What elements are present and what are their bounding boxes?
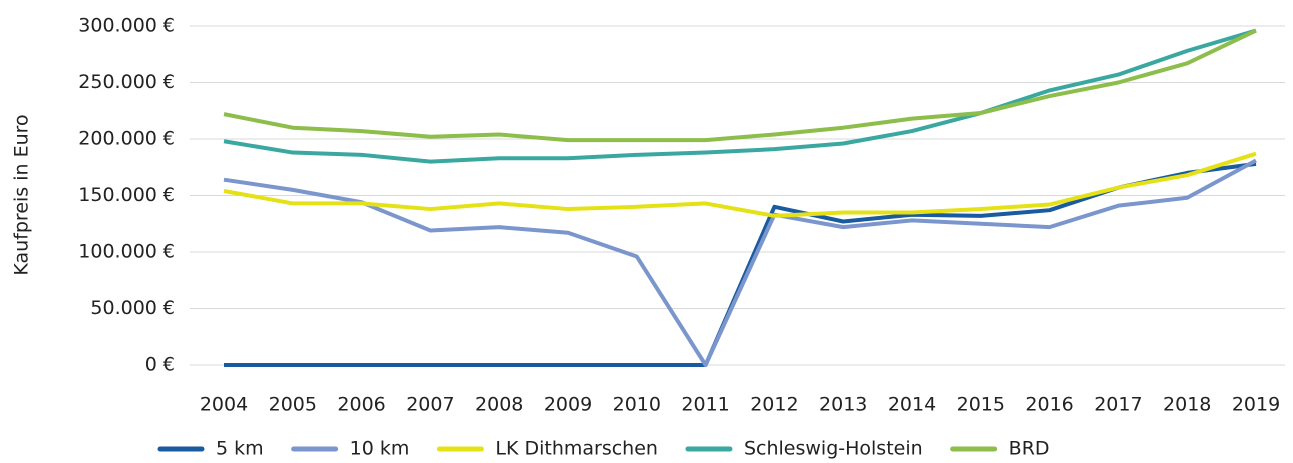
y-axis-label: Kaufpreis in Euro: [11, 114, 33, 275]
series-line: [223, 28, 1257, 143]
x-tick-label: 2009: [544, 394, 592, 416]
x-tick-label: 2008: [475, 394, 523, 416]
x-tick-label: 2011: [681, 394, 729, 416]
y-tick-label: 0 €: [145, 354, 175, 376]
x-tick-label: 2010: [613, 394, 661, 416]
legend-label: 5 km: [216, 438, 264, 460]
x-tick-label: 2006: [337, 394, 385, 416]
legend-label: BRD: [1009, 438, 1050, 460]
legend-label: Schleswig-Holstein: [744, 438, 923, 460]
series-line: [223, 151, 1257, 218]
x-tick-label: 2004: [200, 394, 248, 416]
x-tick-label: 2015: [957, 394, 1005, 416]
x-tick-label: 2014: [888, 394, 936, 416]
x-tick-label: 2018: [1163, 394, 1211, 416]
x-tick-label: 2019: [1232, 394, 1280, 416]
y-tick-label: 50.000 €: [90, 297, 175, 319]
y-tick-label: 250.000 €: [78, 71, 175, 93]
x-tick-label: 2017: [1094, 394, 1142, 416]
series-line: [224, 161, 1257, 367]
y-tick-label: 100.000 €: [78, 241, 175, 263]
series-line: [223, 28, 1257, 164]
y-tick-label: 200.000 €: [78, 128, 175, 150]
y-tick-label: 300.000 €: [78, 15, 175, 37]
x-tick-label: 2005: [269, 394, 317, 416]
x-tick-label: 2012: [750, 394, 798, 416]
legend-label: 10 km: [350, 438, 410, 460]
x-tick-label: 2016: [1025, 394, 1073, 416]
series-line: [223, 158, 1257, 367]
y-tick-label: 150.000 €: [78, 184, 175, 206]
x-tick-label: 2013: [819, 394, 867, 416]
legend-label: LK Dithmarschen: [495, 438, 658, 460]
x-tick-label: 2007: [406, 394, 454, 416]
